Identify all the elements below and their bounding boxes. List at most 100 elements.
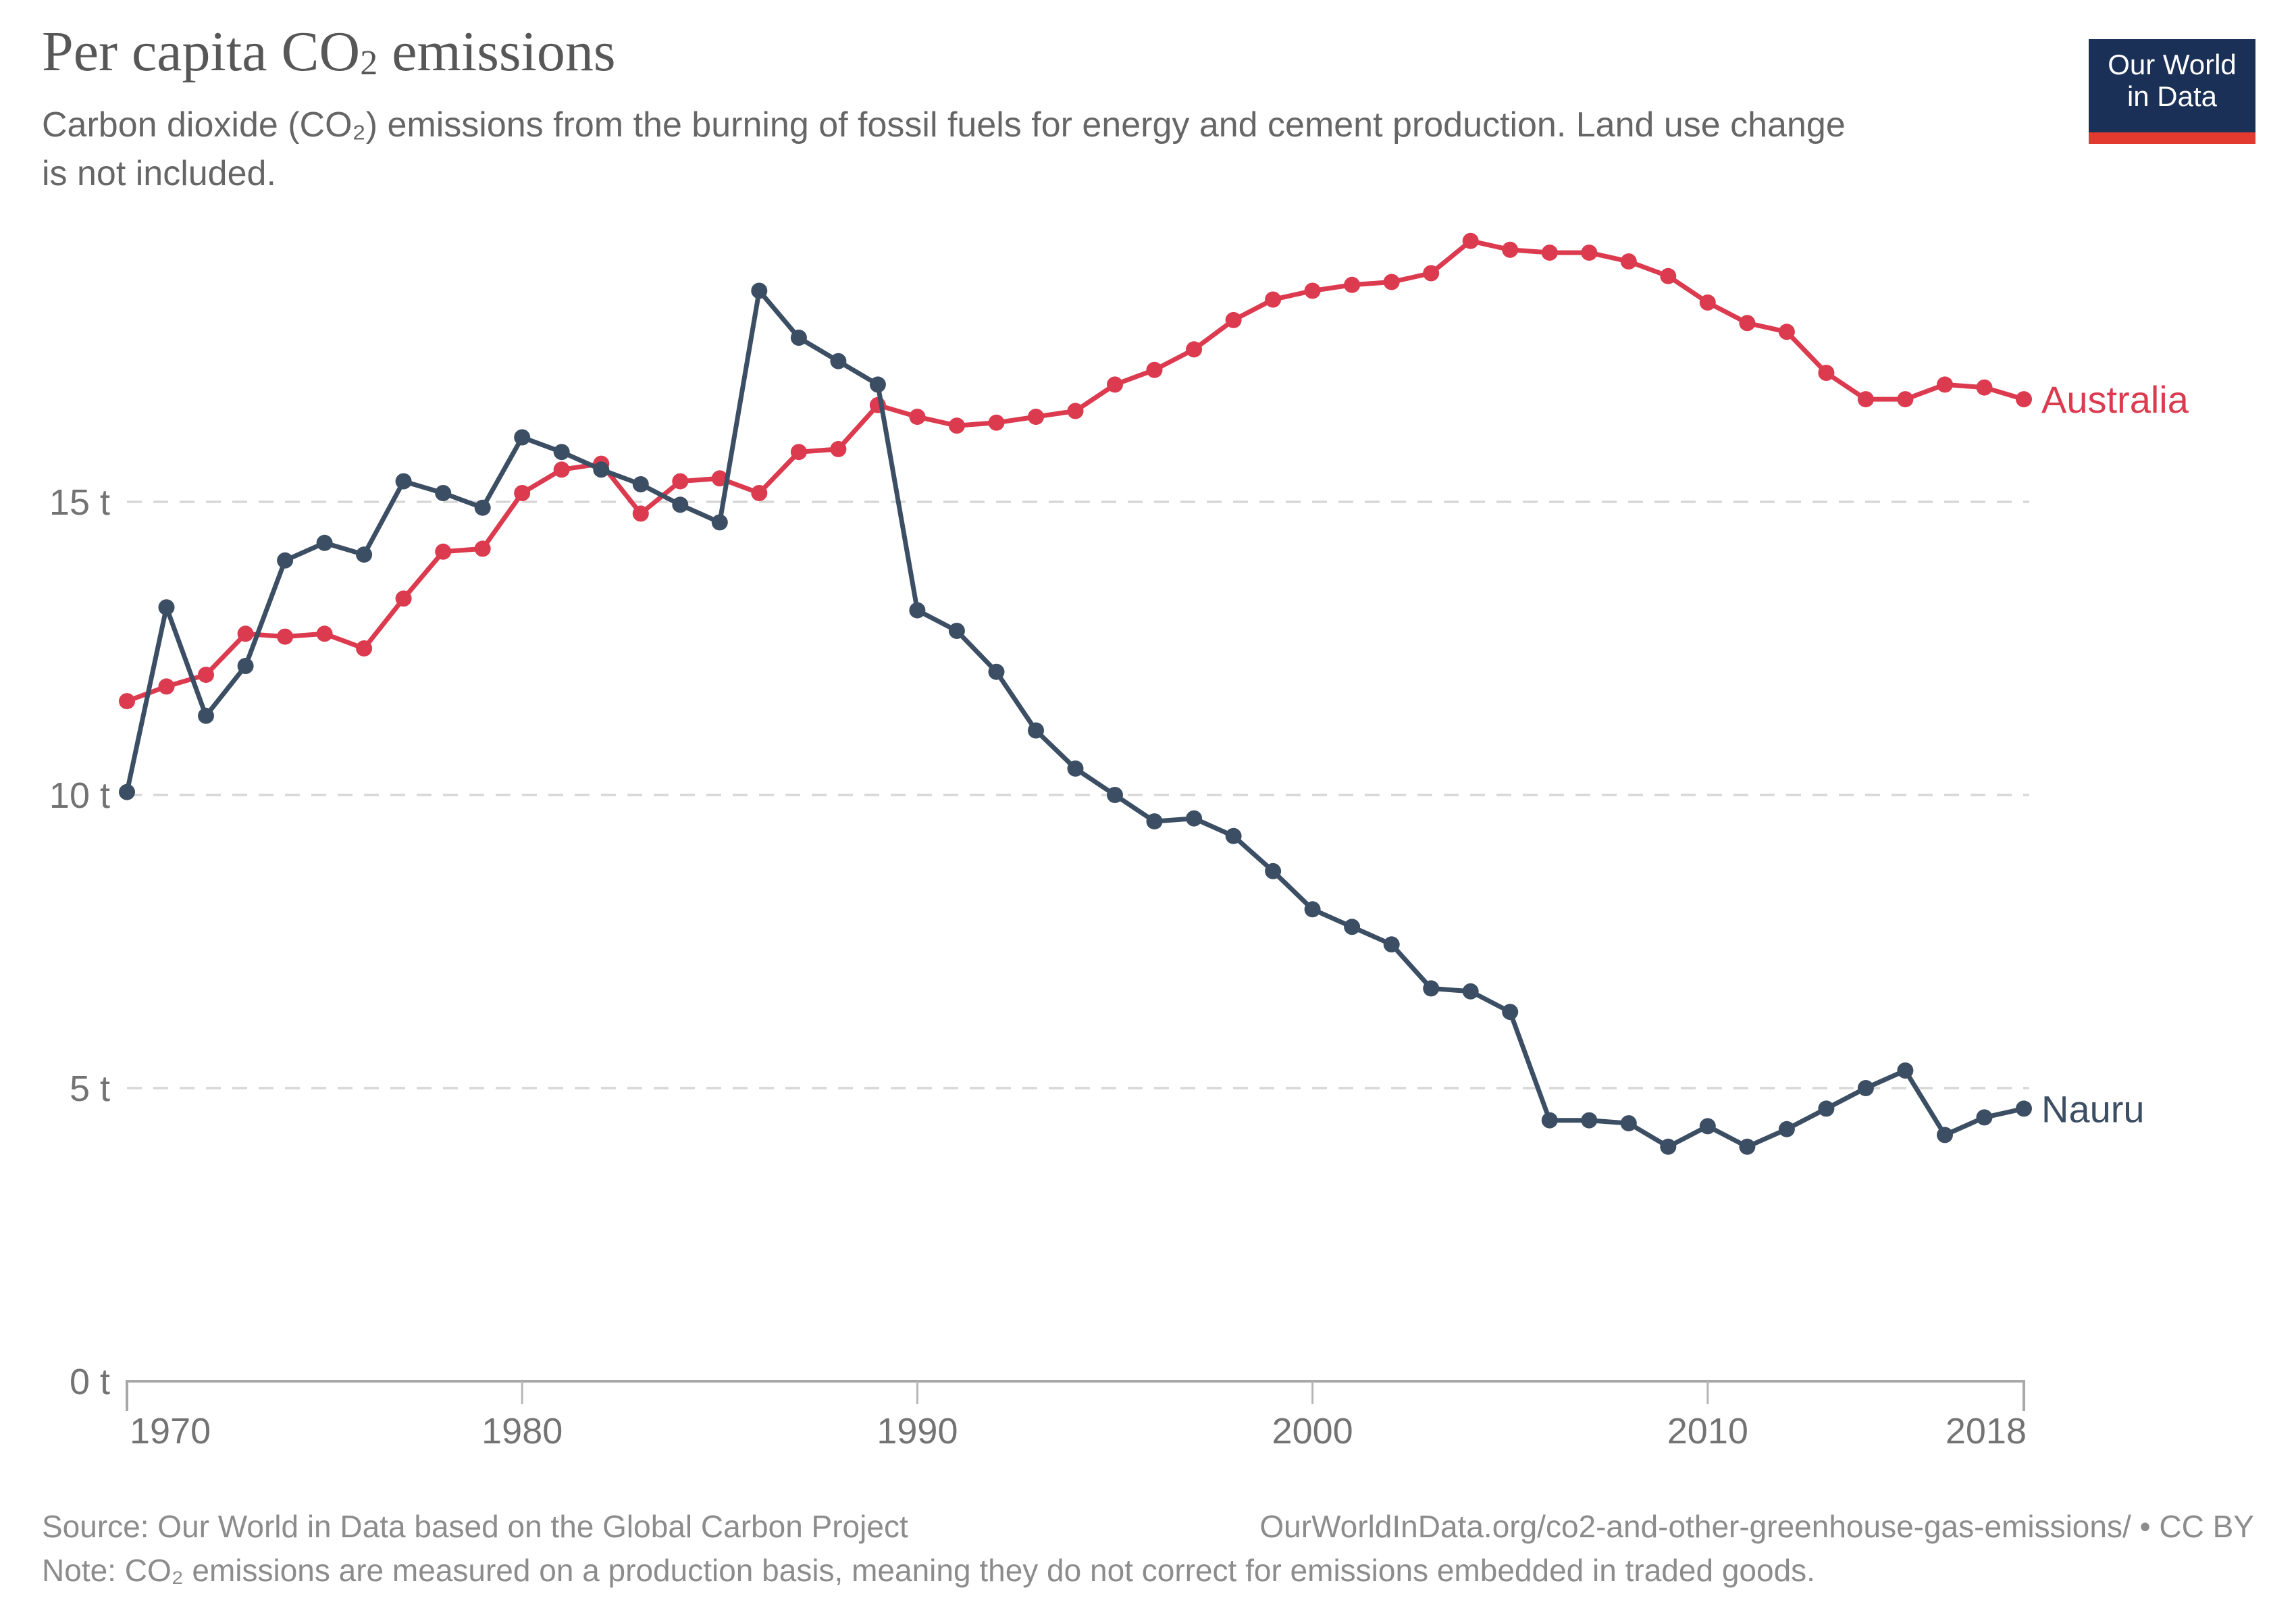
data-point-nauru-2005[interactable] [1502, 1004, 1519, 1021]
data-point-australia-1977[interactable] [395, 590, 412, 607]
data-point-australia-1995[interactable] [1107, 376, 1123, 393]
data-point-nauru-1990[interactable] [909, 602, 926, 619]
data-point-australia-1983[interactable] [632, 505, 649, 522]
data-point-nauru-1999[interactable] [1265, 863, 1282, 879]
data-point-nauru-2010[interactable] [1699, 1118, 1716, 1135]
series-label-nauru[interactable]: Nauru [2041, 1087, 2145, 1130]
data-point-nauru-1998[interactable] [1225, 827, 1242, 844]
data-point-australia-2011[interactable] [1739, 315, 1756, 332]
data-point-nauru-1983[interactable] [632, 476, 649, 492]
data-point-nauru-1971[interactable] [158, 599, 175, 616]
data-point-australia-1970[interactable] [119, 693, 135, 710]
data-point-australia-2008[interactable] [1620, 253, 1637, 270]
credit-link[interactable]: OurWorldInData.org/co2-and-other-greenho… [1259, 1509, 2254, 1544]
data-point-nauru-2018[interactable] [2016, 1100, 2032, 1117]
data-point-nauru-1972[interactable] [198, 707, 214, 724]
data-point-nauru-2013[interactable] [1818, 1100, 1835, 1117]
data-point-nauru-2007[interactable] [1581, 1112, 1598, 1129]
data-point-australia-1985[interactable] [711, 470, 728, 487]
data-point-australia-2000[interactable] [1304, 282, 1321, 299]
data-point-australia-1974[interactable] [277, 628, 294, 645]
data-point-australia-2005[interactable] [1502, 241, 1519, 258]
data-point-australia-1971[interactable] [158, 678, 175, 695]
data-point-nauru-2000[interactable] [1304, 901, 1321, 918]
data-point-nauru-1981[interactable] [553, 444, 570, 461]
data-point-australia-1973[interactable] [237, 625, 254, 642]
data-point-australia-1987[interactable] [790, 444, 807, 461]
data-point-australia-1993[interactable] [1028, 409, 1044, 426]
data-point-australia-1997[interactable] [1186, 341, 1203, 358]
data-point-nauru-1997[interactable] [1186, 810, 1203, 827]
data-point-australia-2012[interactable] [1778, 324, 1795, 340]
data-point-australia-1998[interactable] [1225, 311, 1242, 328]
data-point-australia-1975[interactable] [316, 625, 333, 642]
data-point-australia-2002[interactable] [1383, 274, 1400, 290]
data-point-nauru-2017[interactable] [1976, 1109, 1993, 1126]
data-point-australia-1976[interactable] [356, 640, 373, 657]
data-point-australia-1992[interactable] [988, 414, 1005, 431]
data-point-nauru-2004[interactable] [1462, 983, 1479, 1000]
data-point-nauru-1986[interactable] [751, 282, 768, 299]
data-point-australia-2016[interactable] [1937, 376, 1953, 393]
data-point-nauru-2009[interactable] [1660, 1138, 1677, 1155]
data-point-nauru-1988[interactable] [830, 353, 847, 369]
data-point-australia-1990[interactable] [909, 409, 926, 426]
data-point-nauru-1970[interactable] [119, 783, 135, 800]
data-point-australia-2001[interactable] [1344, 276, 1361, 293]
data-point-australia-2003[interactable] [1423, 265, 1440, 282]
data-point-australia-2010[interactable] [1699, 294, 1716, 311]
data-point-australia-2009[interactable] [1660, 267, 1677, 284]
data-point-nauru-1982[interactable] [593, 461, 610, 478]
data-point-nauru-1974[interactable] [277, 552, 294, 569]
data-point-nauru-1987[interactable] [790, 330, 807, 346]
data-point-nauru-1991[interactable] [948, 623, 965, 639]
data-point-nauru-2016[interactable] [1937, 1127, 1953, 1143]
data-point-nauru-2006[interactable] [1541, 1112, 1558, 1129]
data-point-nauru-1975[interactable] [316, 534, 333, 551]
data-point-nauru-2003[interactable] [1423, 980, 1440, 997]
data-point-australia-2007[interactable] [1581, 245, 1598, 261]
data-point-australia-2014[interactable] [1857, 391, 1874, 408]
data-point-australia-2017[interactable] [1976, 379, 1993, 396]
data-point-australia-2013[interactable] [1818, 365, 1835, 381]
data-point-australia-1991[interactable] [948, 417, 965, 434]
data-point-australia-1988[interactable] [830, 440, 847, 457]
data-point-nauru-1992[interactable] [988, 663, 1005, 680]
data-point-nauru-1985[interactable] [711, 514, 728, 531]
data-point-nauru-1973[interactable] [237, 658, 254, 674]
data-point-nauru-2011[interactable] [1739, 1138, 1756, 1155]
data-point-nauru-1994[interactable] [1067, 760, 1084, 777]
data-point-nauru-1995[interactable] [1107, 787, 1123, 803]
data-point-nauru-1996[interactable] [1146, 813, 1163, 830]
data-point-nauru-1980[interactable] [514, 429, 531, 446]
data-point-australia-1999[interactable] [1265, 291, 1282, 308]
data-point-nauru-2008[interactable] [1620, 1115, 1637, 1132]
data-point-australia-1994[interactable] [1067, 403, 1084, 419]
data-point-nauru-1979[interactable] [474, 499, 491, 516]
data-point-nauru-1977[interactable] [395, 473, 412, 490]
data-point-australia-1996[interactable] [1146, 361, 1163, 378]
data-point-nauru-2012[interactable] [1778, 1121, 1795, 1137]
data-point-australia-1979[interactable] [474, 540, 491, 557]
data-point-nauru-2001[interactable] [1344, 919, 1361, 935]
data-point-nauru-1984[interactable] [672, 496, 689, 513]
data-point-australia-1986[interactable] [751, 485, 768, 501]
data-point-australia-1978[interactable] [435, 543, 452, 560]
data-point-nauru-1976[interactable] [356, 546, 373, 563]
data-point-australia-1981[interactable] [553, 461, 570, 478]
data-point-nauru-1993[interactable] [1028, 722, 1044, 739]
data-point-australia-2018[interactable] [2016, 391, 2032, 408]
data-point-australia-1972[interactable] [198, 667, 214, 684]
data-point-australia-1984[interactable] [672, 473, 689, 490]
data-point-australia-1980[interactable] [514, 485, 531, 501]
data-point-australia-2015[interactable] [1897, 391, 1914, 408]
series-label-australia[interactable]: Australia [2041, 378, 2189, 421]
data-point-nauru-1989[interactable] [869, 376, 886, 393]
data-point-nauru-2002[interactable] [1383, 936, 1400, 953]
data-point-nauru-1978[interactable] [435, 485, 452, 501]
data-point-australia-2006[interactable] [1541, 245, 1558, 261]
data-point-australia-2004[interactable] [1462, 232, 1479, 249]
data-point-nauru-2015[interactable] [1897, 1062, 1914, 1079]
data-point-nauru-2014[interactable] [1857, 1080, 1874, 1096]
